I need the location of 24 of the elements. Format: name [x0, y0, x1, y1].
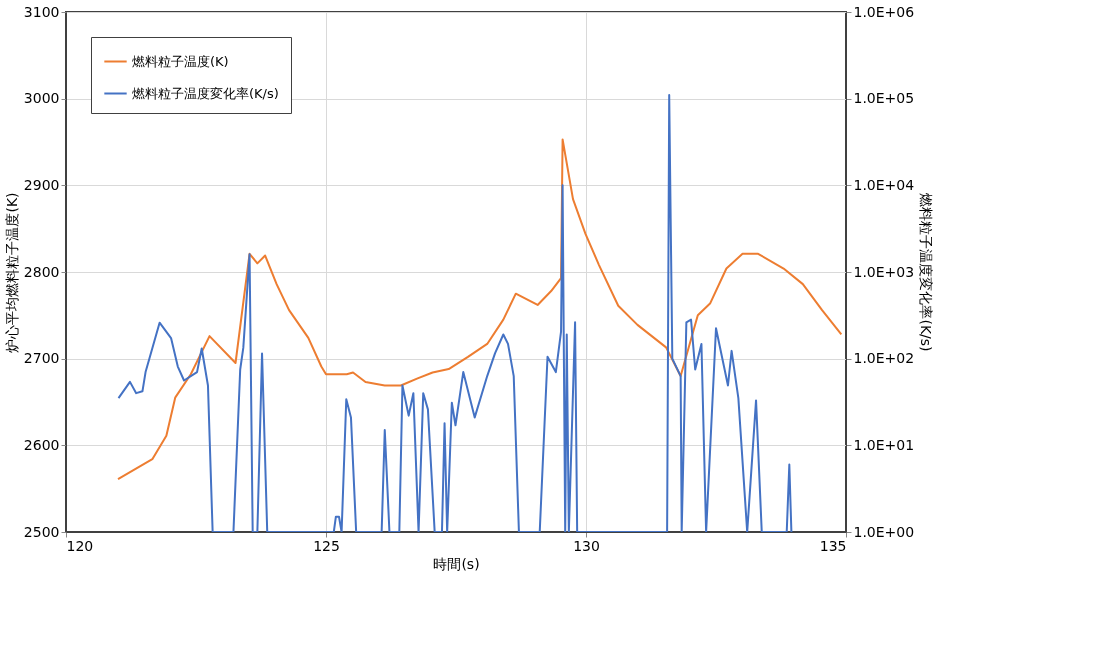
- legend-label: 燃料粒子温度変化率(K/s): [132, 85, 279, 101]
- x-tick-label: 125: [313, 537, 340, 554]
- x-axis-title: 時間(s): [433, 555, 480, 572]
- y2-tick-label: 1.0E+04: [853, 176, 915, 193]
- x-tick-label: 120: [66, 537, 94, 554]
- y2-tick-label: 1.0E+02: [853, 350, 915, 367]
- y2-tick-label: 1.0E+03: [853, 263, 915, 280]
- y-tick-label: 2600: [23, 436, 60, 453]
- y-tick-label: 2900: [23, 176, 60, 193]
- x-tick-label: 135: [819, 537, 847, 554]
- y-tick-label: 2700: [23, 350, 60, 367]
- legend-label: 燃料粒子温度(K): [132, 53, 229, 69]
- y-tick-label: 3000: [23, 90, 60, 107]
- y2-tick-label: 1.0E+00: [853, 523, 915, 540]
- y-tick-label: 3100: [23, 3, 60, 20]
- y2-tick-label: 1.0E+01: [853, 436, 915, 453]
- y-axis-title: 炉心平均燃料粒子温度(K): [3, 192, 20, 353]
- y-tick-label: 2800: [23, 263, 60, 280]
- line-series: [117, 138, 843, 481]
- y2-tick-label: 1.0E+06: [853, 3, 915, 20]
- x-tick-label: 130: [573, 537, 600, 554]
- y-tick-label: 2500: [23, 523, 60, 540]
- y2-tick-label: 1.0E+05: [853, 90, 915, 107]
- y2-axis-title: 燃料粒子温度変化率(K/s): [918, 193, 935, 352]
